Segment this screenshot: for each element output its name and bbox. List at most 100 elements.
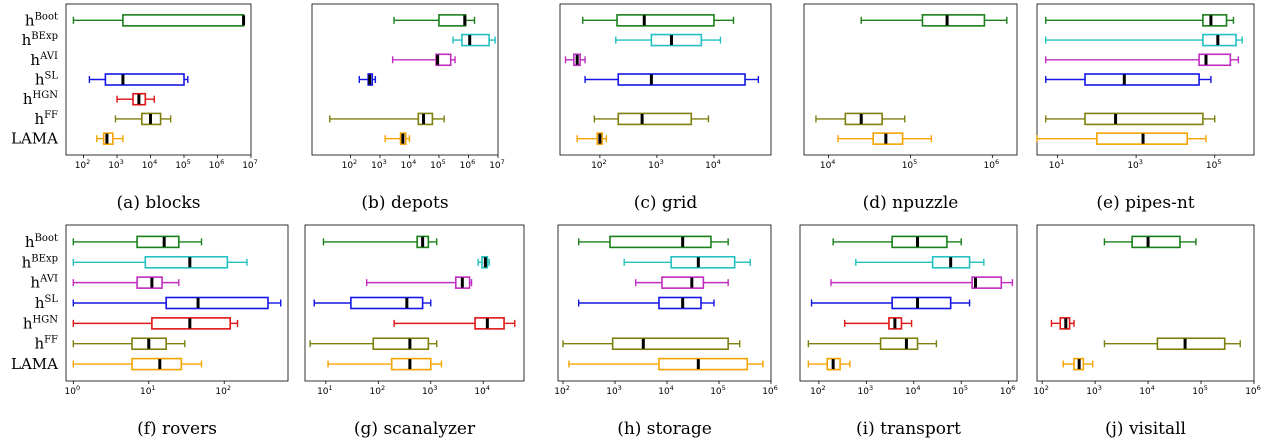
row-label-sup: HGN [33,90,59,101]
x-tick-base: 10 [215,387,227,397]
box-4 [577,296,715,310]
x-tick-exp: 2 [603,158,607,166]
x-tick-base: 10 [658,387,670,397]
row-label: hFF [34,110,58,128]
panel-caption: (g) scanalyzer [354,419,476,439]
box-3 [635,276,729,289]
iqr-box [367,73,374,86]
row-label: hAVI [30,51,58,69]
x-tick-exp: 6 [471,158,475,166]
x-tick-label: 103 [1086,384,1102,397]
iqr-box [435,53,452,67]
x-tick-exp: 4 [153,158,157,166]
row-label: hBoot [25,11,58,29]
panel-caption: (i) transport [856,419,961,439]
x-tick-exp: 2 [1045,384,1049,392]
x-tick-base: 10 [952,387,964,397]
iqr-box [454,276,471,289]
x-tick-label: 103 [858,384,874,397]
row-label: hSL [35,294,59,312]
x-tick-exp: 3 [383,158,387,166]
x-tick-base: 10 [1049,161,1061,171]
x-tick-exp: 6 [1011,384,1015,392]
x-tick-exp: 5 [187,158,191,166]
box-1 [72,235,203,249]
x-tick-exp: 4 [831,158,835,166]
iqr-box [844,112,883,126]
iqr-box [1131,235,1181,249]
box-4 [584,73,760,86]
x-tick-exp: 6 [220,158,224,166]
chart-panel: 102 103 104(c) grid [559,3,772,213]
x-tick-label: 103 [108,158,124,171]
x-tick-exp: 5 [964,384,968,392]
box-1 [1103,235,1197,249]
x-tick-exp: 0 [76,384,80,392]
x-tick-label: 106 [460,158,476,171]
iqr-box [931,255,971,269]
iqr-box [888,317,903,330]
row-label-base: h [34,110,44,128]
x-tick-label: 102 [342,158,358,171]
row-label-sup: Boot [35,233,58,244]
row-label-base: h [23,90,33,108]
x-tick-base: 10 [648,161,660,171]
iqr-box [650,33,703,47]
iqr-box [417,112,434,126]
x-tick-base: 10 [460,161,472,171]
x-tick-base: 10 [902,161,914,171]
x-tick-base: 10 [142,161,154,171]
x-tick-base: 10 [1192,387,1204,397]
x-tick-base: 10 [591,161,603,171]
panel-caption: (j) visitall [1105,419,1186,439]
x-tick-base: 10 [1086,387,1098,397]
box-2 [623,255,752,269]
iqr-box [144,255,229,269]
x-tick-base: 10 [1245,387,1257,397]
box-7 [1062,357,1094,371]
x-tick-label: 101 [1049,158,1065,171]
box-5 [72,317,239,330]
x-tick-label: 100 [65,384,81,397]
x-tick-exp: 5 [913,158,917,166]
x-tick-exp: 6 [1257,384,1261,392]
x-tick-exp: 3 [869,384,873,392]
chart-panel: 104 105 106(d) npuzzle [803,3,1018,213]
x-tick-exp: 4 [486,384,490,392]
row-label-base: h [30,274,40,292]
x-tick-base: 10 [370,387,382,397]
x-tick-label: 104 [820,158,836,171]
box-7 [807,357,851,371]
x-tick-exp: 3 [618,384,622,392]
box-7 [72,357,203,371]
x-tick-exp: 2 [822,384,826,392]
x-tick-label: 105 [902,158,918,171]
x-tick-label: 106 [1000,384,1016,397]
x-tick-base: 10 [317,387,329,397]
x-tick-label: 102 [1033,384,1049,397]
row-label-sup: FF [44,335,58,346]
row-label-sup: SL [45,294,59,305]
x-tick-label: 105 [430,158,446,171]
box-3 [1045,53,1240,67]
box-7 [837,132,933,145]
x-tick-label: 104 [142,158,158,171]
box-2 [477,255,490,269]
iqr-box [611,337,729,351]
x-tick-label: 104 [905,384,921,397]
x-tick-base: 10 [75,161,87,171]
x-tick-base: 10 [1206,161,1218,171]
x-tick-label: 107 [489,158,505,171]
chart-panel: 101 102 103 104(g) scanalyzer [304,224,525,439]
box-1 [577,235,729,249]
x-tick-label: 105 [1206,158,1222,171]
x-tick-exp: 3 [1098,384,1102,392]
row-label-base: h [25,233,35,251]
x-tick-base: 10 [554,387,566,397]
iqr-box [971,276,1003,289]
x-tick-label: 102 [591,158,607,171]
row-label-base: h [30,51,40,69]
row-label: hBExp [22,31,58,49]
x-tick-exp: 3 [433,384,437,392]
x-tick-exp: 4 [717,158,721,166]
